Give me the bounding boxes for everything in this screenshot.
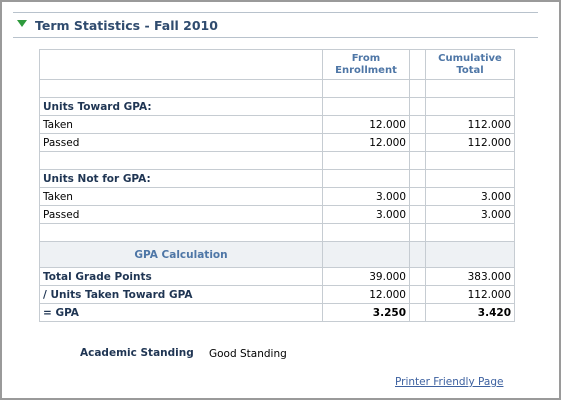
row-label: Passed (39, 133, 323, 152)
table-row: Taken 12.000 112.000 (39, 115, 515, 134)
cumulative-gpa-value: 3.420 (425, 303, 515, 322)
section-title: Term Statistics - Fall 2010 (35, 18, 218, 33)
cumulative-value: 3.000 (425, 187, 515, 206)
spacer-row (39, 79, 515, 98)
from-value: 12.000 (322, 115, 410, 134)
from-gpa-value: 3.250 (322, 303, 410, 322)
from-value: 3.000 (322, 205, 410, 224)
table-row: / Units Taken Toward GPA 12.000 112.000 (39, 285, 515, 304)
header-gap (409, 49, 426, 80)
section-header: Term Statistics - Fall 2010 (13, 12, 538, 38)
from-value: 39.000 (322, 267, 410, 286)
header-blank (39, 49, 323, 80)
collapse-triangle-icon[interactable] (17, 20, 27, 27)
col-from-enrollment: From Enrollment (322, 49, 410, 80)
units-gpa-heading: Units Toward GPA: (39, 97, 323, 116)
table-row: Total Grade Points 39.000 383.000 (39, 267, 515, 286)
from-value: 3.000 (322, 187, 410, 206)
from-value: 12.000 (322, 133, 410, 152)
cumulative-value: 112.000 (425, 115, 515, 134)
row-label: Passed (39, 205, 323, 224)
cumulative-value: 112.000 (425, 285, 515, 304)
section-row-units-not-gpa: Units Not for GPA: (39, 169, 515, 188)
term-statistics-table: From Enrollment Cumulative Total Units T… (39, 49, 515, 322)
spacer-row (39, 151, 515, 170)
printer-friendly-link[interactable]: Printer Friendly Page (395, 376, 504, 388)
row-label: Taken (39, 115, 323, 134)
row-label: Taken (39, 187, 323, 206)
table-row: Taken 3.000 3.000 (39, 187, 515, 206)
table-row: Passed 3.000 3.000 (39, 205, 515, 224)
gpa-calculation-heading: GPA Calculation (39, 241, 323, 268)
table-header-row: From Enrollment Cumulative Total (39, 49, 515, 80)
cumulative-value: 383.000 (425, 267, 515, 286)
table-row: Passed 12.000 112.000 (39, 133, 515, 152)
table-row-gpa: = GPA 3.250 3.420 (39, 303, 515, 322)
row-label: Total Grade Points (39, 267, 323, 286)
row-label: = GPA (39, 303, 323, 322)
row-label: / Units Taken Toward GPA (39, 285, 323, 304)
spacer-row (39, 223, 515, 242)
academic-standing-label: Academic Standing (80, 347, 194, 359)
cumulative-value: 3.000 (425, 205, 515, 224)
gpa-calculation-row: GPA Calculation (39, 241, 515, 268)
from-value: 12.000 (322, 285, 410, 304)
academic-standing-value: Good Standing (209, 348, 287, 360)
section-row-units-gpa: Units Toward GPA: (39, 97, 515, 116)
col-cumulative-total: Cumulative Total (425, 49, 515, 80)
units-not-gpa-heading: Units Not for GPA: (39, 169, 323, 188)
cumulative-value: 112.000 (425, 133, 515, 152)
